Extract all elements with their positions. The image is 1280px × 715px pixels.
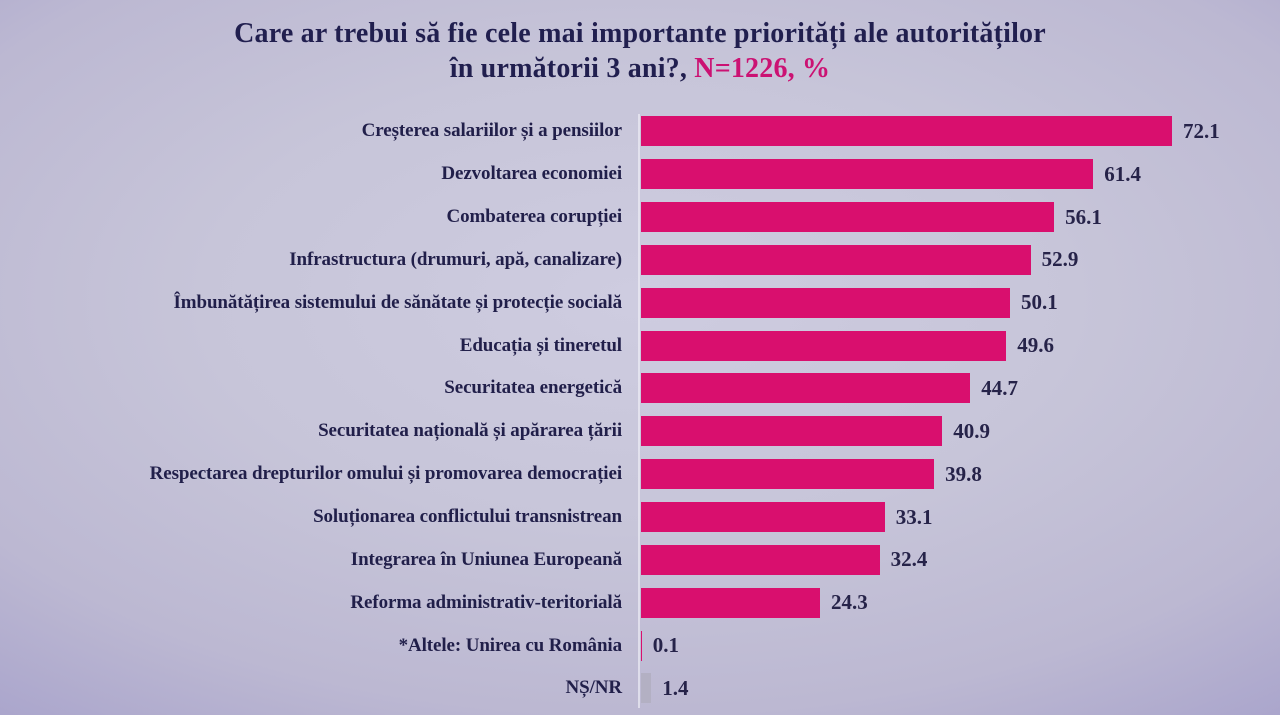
chart-row: Respectarea drepturilor omului și promov… <box>0 453 1280 496</box>
value-label: 52.9 <box>1041 247 1079 272</box>
bar <box>641 159 1094 190</box>
bar-area: 44.7 <box>641 373 1280 404</box>
category-label: Reforma administrativ-teritorială <box>350 591 622 613</box>
bar <box>641 202 1055 233</box>
category-label: Securitatea națională și apărarea țării <box>318 420 622 442</box>
chart-title-line1: Care ar trebui să fie cele mai important… <box>234 18 1046 49</box>
bar-area: 72.1 <box>641 116 1280 147</box>
value-label: 44.7 <box>981 375 1018 400</box>
category-label: Dezvoltarea economiei <box>441 163 622 185</box>
bar <box>641 416 943 447</box>
bar <box>641 673 652 704</box>
value-label: 32.4 <box>890 547 928 572</box>
chart-row: Combaterea corupției 56.1 <box>0 196 1280 239</box>
bar <box>641 330 1007 361</box>
chart-title: Care ar trebui să fie cele mai important… <box>0 16 1280 86</box>
bar <box>641 116 1172 147</box>
bar <box>641 502 885 533</box>
chart-row: Soluționarea conflictului transnistrean … <box>0 496 1280 539</box>
bar <box>641 459 935 490</box>
chart-row: Securitatea națională și apărarea țării … <box>0 410 1280 453</box>
bar-area: 24.3 <box>641 587 1280 618</box>
chart-rows: Creșterea salariilor și a pensiilor 72.1… <box>0 110 1280 710</box>
category-label: Îmbunătățirea sistemului de sănătate și … <box>173 291 622 313</box>
chart-row: Îmbunătățirea sistemului de sănătate și … <box>0 281 1280 324</box>
value-label: 24.3 <box>830 590 868 615</box>
bar-area: 33.1 <box>641 502 1280 533</box>
bar-area: 39.8 <box>641 459 1280 490</box>
category-label: Combaterea corupției <box>446 206 623 228</box>
chart-row: Educația și tineretul 49.6 <box>0 324 1280 367</box>
bar-area: 40.9 <box>641 416 1280 447</box>
chart-row: Dezvoltarea economiei 61.4 <box>0 153 1280 196</box>
category-label: Integrarea în Uniunea Europeană <box>350 548 622 570</box>
value-label: 39.8 <box>945 461 982 486</box>
chart-title-line2: în următorii 3 ani?, <box>449 53 695 84</box>
bar-area: 56.1 <box>641 202 1280 233</box>
bar-area: 1.4 <box>641 673 1280 704</box>
chart-row: NȘ/NR 1.4 <box>0 667 1280 710</box>
bar-area: 32.4 <box>641 544 1280 575</box>
category-label: Securitatea energetică <box>444 377 622 399</box>
category-label: Soluționarea conflictului transnistrean <box>313 506 622 528</box>
value-label: 50.1 <box>1020 290 1058 315</box>
value-label: 0.1 <box>652 633 679 658</box>
category-label: Creșterea salariilor și a pensiilor <box>361 120 622 142</box>
chart-row: Reforma administrativ-teritorială 24.3 <box>0 581 1280 624</box>
bar-area: 0.1 <box>641 630 1280 661</box>
bar <box>641 544 880 575</box>
chart-row: Integrarea în Uniunea Europeană 32.4 <box>0 538 1280 581</box>
chart-row: Securitatea energetică 44.7 <box>0 367 1280 410</box>
bar-area: 50.1 <box>641 287 1280 318</box>
y-axis-line <box>638 114 640 708</box>
category-label: Respectarea drepturilor omului și promov… <box>149 463 622 485</box>
value-label: 49.6 <box>1017 333 1055 358</box>
category-label: *Altele: Unirea cu România <box>398 634 623 656</box>
value-label: 33.1 <box>895 504 933 529</box>
bar <box>641 244 1031 275</box>
bar <box>641 587 820 618</box>
value-label: 40.9 <box>953 418 990 443</box>
bar-area: 49.6 <box>641 330 1280 361</box>
value-label: 56.1 <box>1065 204 1102 229</box>
sample-size-highlight: N=1226, % <box>694 53 831 84</box>
bar-chart: Creșterea salariilor și a pensiilor 72.1… <box>0 110 1280 710</box>
bar <box>641 630 642 661</box>
category-label: Infrastructura (drumuri, apă, canalizare… <box>289 248 622 270</box>
value-label: 72.1 <box>1183 118 1220 143</box>
category-label: Educația și tineretul <box>459 334 622 356</box>
bar-area: 52.9 <box>641 244 1280 275</box>
chart-row: Infrastructura (drumuri, apă, canalizare… <box>0 239 1280 282</box>
chart-row: *Altele: Unirea cu România 0.1 <box>0 624 1280 667</box>
value-label: 1.4 <box>662 675 689 700</box>
chart-row: Creșterea salariilor și a pensiilor 72.1 <box>0 110 1280 153</box>
bar-area: 61.4 <box>641 159 1280 190</box>
value-label: 61.4 <box>1104 161 1141 186</box>
category-label: NȘ/NR <box>565 677 622 699</box>
bar <box>641 373 971 404</box>
bar <box>641 287 1010 318</box>
